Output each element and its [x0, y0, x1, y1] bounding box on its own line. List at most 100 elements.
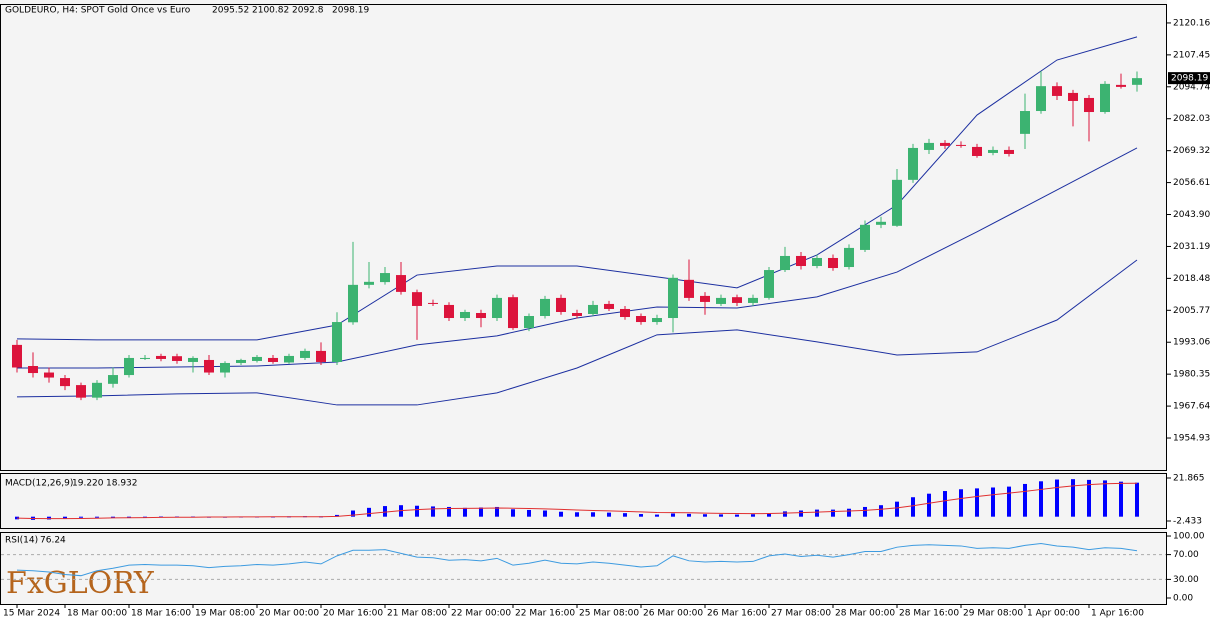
x-tick-label: 20 Mar 16:00	[323, 609, 383, 619]
candle-body	[940, 142, 950, 146]
candle-body	[204, 359, 214, 373]
macd-bar	[415, 505, 419, 517]
candle-body	[780, 255, 790, 271]
y-tick-label: 2107.45	[1173, 50, 1210, 60]
macd-signal	[16, 482, 1138, 520]
macd-bar	[1039, 481, 1043, 517]
candle-body	[140, 357, 150, 359]
candle-body	[652, 318, 662, 323]
candle-body	[524, 316, 534, 329]
bollinger-band	[16, 259, 1138, 406]
x-tick-label: 25 Mar 08:00	[579, 609, 639, 619]
candle-body	[44, 372, 54, 378]
y-tick-label: 2120.16	[1173, 18, 1210, 28]
y-tick-label: 2082.03	[1173, 114, 1210, 124]
macd-bar	[927, 493, 931, 517]
candle-body	[764, 270, 774, 298]
macd-bar	[1103, 480, 1107, 517]
candle-body	[572, 312, 582, 317]
x-tick-label: 1 Apr 16:00	[1091, 609, 1144, 619]
candle-body	[156, 355, 166, 359]
y-tick-label: 2043.90	[1173, 210, 1210, 220]
candle-body	[588, 304, 598, 314]
macd-bar	[623, 513, 627, 517]
y-tick-label: 30.00	[1173, 575, 1199, 585]
candle-body	[76, 385, 86, 398]
y-tick-label: 0.00	[1173, 593, 1193, 603]
macd-title: MACD(12,26,9)	[5, 479, 73, 489]
y-tick-label: 1967.64	[1173, 402, 1210, 412]
macd-bar	[655, 514, 659, 517]
candle-body	[604, 303, 614, 309]
candle-body	[860, 224, 870, 250]
x-tick-label: 18 Mar 00:00	[67, 609, 127, 619]
y-tick-label: 2069.32	[1173, 146, 1210, 156]
y-tick-label: -2.433	[1173, 516, 1202, 526]
macd-bar	[975, 488, 979, 517]
candle-body	[108, 375, 118, 384]
candle-body	[252, 356, 262, 361]
candle-body	[236, 359, 246, 363]
macd-bar	[495, 506, 499, 517]
last-price-label: 2098.19	[1171, 74, 1208, 84]
x-tick-label: 20 Mar 00:00	[259, 609, 319, 619]
bollinger-band	[16, 36, 1138, 341]
candle-body	[476, 312, 486, 319]
macd-bar	[751, 514, 755, 517]
macd-bar	[991, 487, 995, 517]
macd-bar	[703, 514, 707, 517]
macd-bar	[863, 506, 867, 517]
y-tick-label: 1954.93	[1173, 434, 1210, 444]
candle-body	[620, 308, 630, 318]
y-tick-label: 2056.61	[1173, 178, 1210, 188]
rsi-title: RSI(14)	[5, 536, 38, 546]
candle-body	[124, 357, 134, 376]
macd-bar	[895, 501, 899, 517]
y-tick-label: 70.00	[1173, 550, 1199, 560]
x-tick-label: 28 Mar 16:00	[899, 609, 959, 619]
candle-body	[732, 297, 742, 303]
y-tick-label: 2018.48	[1173, 274, 1210, 284]
macd-bar	[879, 505, 883, 517]
candle-body	[492, 297, 502, 319]
candle-body	[956, 144, 966, 146]
macd-bar	[799, 510, 803, 517]
macd-bar	[591, 512, 595, 517]
candle-body	[700, 295, 710, 302]
x-tick-label: 22 Mar 16:00	[515, 609, 575, 619]
time-scale-bg	[0, 605, 1167, 625]
x-tick-label: 22 Mar 00:00	[451, 609, 511, 619]
logo: FxGLORY	[6, 566, 155, 601]
candle-body	[1084, 97, 1094, 113]
y-tick-label: 21.865	[1173, 473, 1205, 483]
macd-bar	[463, 507, 467, 517]
macd-bar	[959, 489, 963, 517]
x-tick-label: 1 Apr 00:00	[1027, 609, 1080, 619]
candle-body	[412, 292, 422, 306]
candle-body	[844, 247, 854, 268]
x-tick-label: 29 Mar 08:00	[963, 609, 1023, 619]
macd-bar	[671, 513, 675, 517]
rsi-line	[16, 542, 1138, 577]
macd-bar	[527, 509, 531, 517]
macd-bar	[943, 491, 947, 517]
macd-bar	[479, 507, 483, 517]
macd-current: 19.220	[72, 479, 104, 489]
macd-bar	[1055, 479, 1059, 517]
macd-bar	[63, 516, 67, 519]
macd-bar	[511, 509, 515, 517]
candle-body	[332, 322, 342, 362]
price-scale-bg	[1167, 0, 1221, 625]
candle-body	[1004, 149, 1014, 154]
candle-body	[1116, 84, 1126, 87]
macd-bar	[767, 513, 771, 517]
y-tick-label: 2031.19	[1173, 242, 1210, 252]
candle-body	[508, 297, 518, 329]
macd-bar	[911, 497, 915, 517]
candle-body	[908, 147, 918, 180]
candle-body	[28, 365, 38, 374]
candle-body	[1052, 86, 1062, 96]
candle-body	[12, 344, 22, 368]
ohlc-value: 2092.8	[292, 6, 324, 16]
